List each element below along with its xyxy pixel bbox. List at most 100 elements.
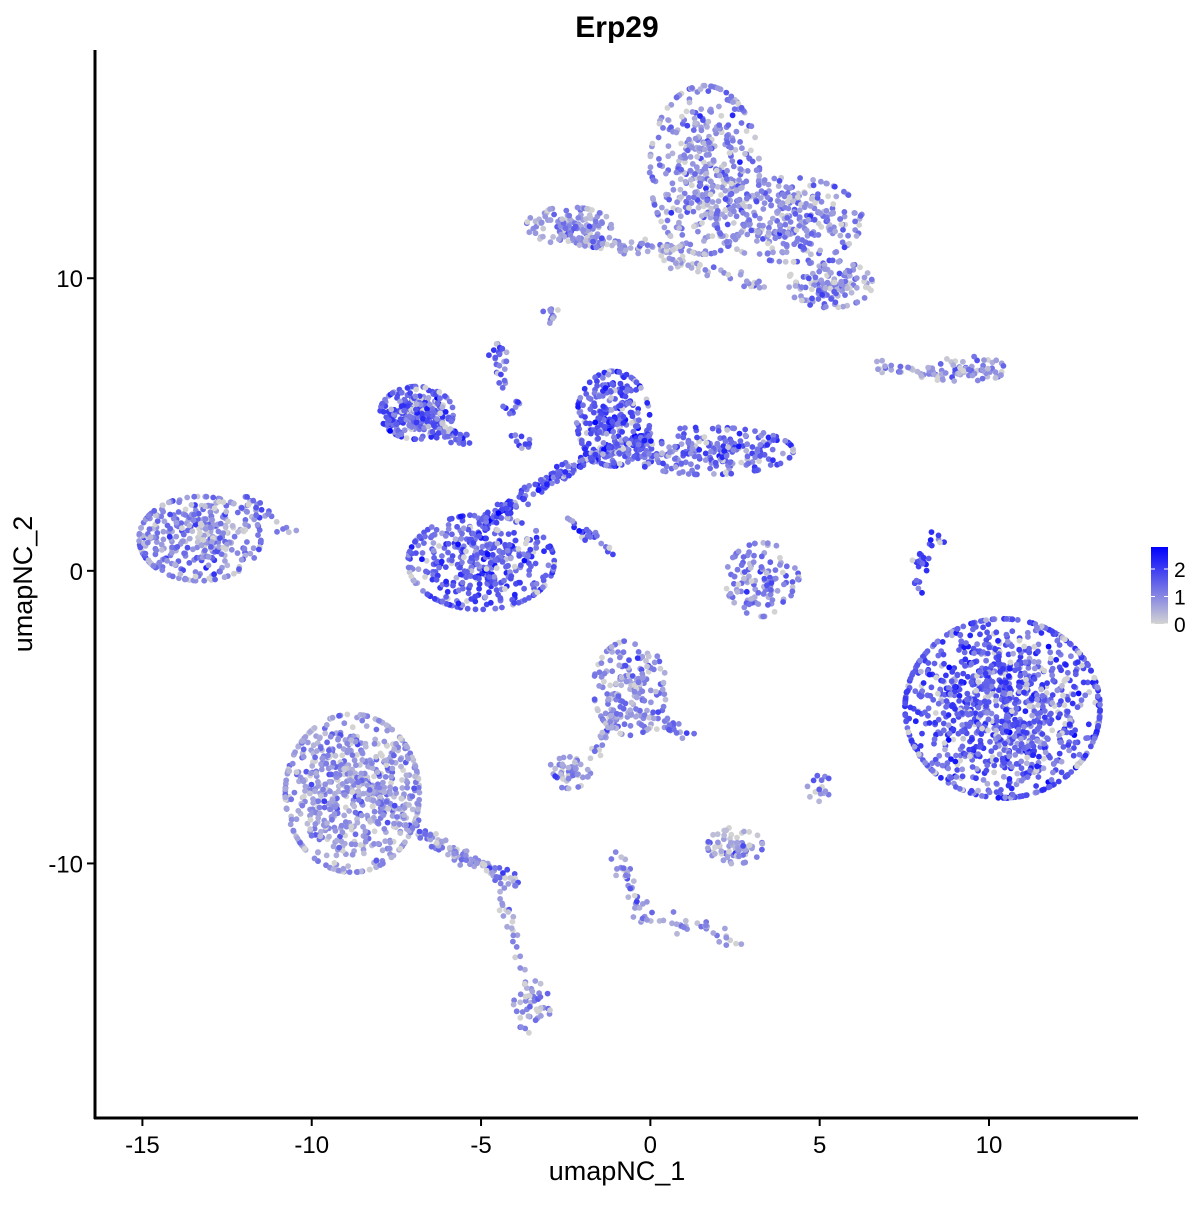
cell-point	[904, 688, 911, 694]
cell-point	[583, 420, 589, 427]
cell-point	[493, 587, 500, 593]
cell-point	[404, 403, 411, 409]
cell-point	[418, 436, 425, 442]
cell-point	[594, 378, 600, 385]
cell-point	[584, 205, 590, 212]
cell-point	[911, 743, 918, 750]
cell-point	[590, 238, 596, 245]
cell-point	[620, 649, 627, 656]
cell-point	[614, 441, 621, 447]
cell-point	[728, 180, 735, 187]
cell-point	[814, 772, 821, 779]
cell-point	[1003, 714, 1010, 721]
cell-point	[137, 544, 144, 551]
cell-point	[783, 184, 790, 190]
cell-point	[700, 117, 706, 124]
cell-point	[790, 446, 796, 453]
cell-point	[446, 516, 453, 523]
cell-point	[977, 744, 983, 750]
cell-point	[398, 763, 404, 770]
cell-point	[696, 145, 703, 152]
cell-point	[584, 766, 591, 773]
cell-point	[1057, 711, 1063, 717]
cell-point	[935, 690, 941, 697]
cell-point	[693, 164, 700, 171]
cell-point	[443, 594, 449, 600]
cell-point	[616, 369, 623, 375]
cell-point	[969, 764, 976, 770]
cell-point	[602, 710, 609, 717]
cell-point	[1009, 616, 1016, 623]
cell-point	[692, 171, 698, 177]
cell-point	[666, 449, 673, 456]
cell-point	[384, 819, 391, 826]
cell-point	[673, 129, 680, 136]
cell-point	[609, 242, 615, 249]
cell-point	[702, 457, 709, 463]
cell-point	[994, 717, 1000, 724]
cell-point	[765, 434, 772, 441]
cell-point	[950, 362, 957, 369]
cell-point	[515, 599, 522, 606]
cell-point	[1006, 776, 1013, 782]
cell-point	[357, 842, 364, 848]
cell-point	[743, 278, 750, 285]
cell-point	[992, 646, 999, 652]
cell-point	[853, 233, 860, 239]
cell-point	[1017, 684, 1023, 690]
cell-point	[593, 233, 600, 240]
cell-point	[484, 509, 491, 516]
cell-point	[620, 420, 627, 426]
cell-point	[730, 137, 736, 144]
cell-point	[621, 721, 628, 728]
cell-point	[634, 410, 641, 416]
cell-point	[631, 688, 638, 695]
cell-point	[170, 515, 177, 522]
cell-point	[329, 816, 335, 823]
cell-point	[455, 541, 461, 548]
cell-point	[962, 663, 968, 669]
cell-point	[844, 285, 851, 292]
cell-point	[760, 236, 766, 242]
cell-point	[646, 425, 652, 432]
cell-point	[824, 217, 831, 224]
cell-point	[1049, 727, 1056, 734]
cell-point	[931, 736, 938, 743]
cell-point	[1072, 671, 1079, 678]
cell-point	[679, 469, 686, 475]
cell-point	[515, 546, 522, 552]
cell-point	[767, 220, 774, 226]
cell-point	[379, 752, 385, 759]
cell-point	[1018, 735, 1024, 742]
cell-point	[702, 267, 709, 273]
cell-point	[830, 201, 837, 207]
cell-point	[1048, 710, 1054, 717]
cell-point	[192, 569, 199, 575]
cell-point	[755, 601, 762, 607]
cell-point	[977, 631, 983, 638]
cell-point	[857, 264, 863, 271]
cell-point	[184, 494, 191, 501]
cell-point	[922, 759, 928, 766]
cell-point	[1063, 662, 1069, 668]
cell-point	[1070, 691, 1077, 698]
cell-point	[231, 533, 238, 540]
cell-point	[782, 437, 789, 444]
cell-point	[499, 345, 506, 352]
cell-point	[658, 218, 664, 225]
cell-point	[806, 260, 813, 267]
cell-point	[344, 784, 350, 791]
cell-point	[411, 785, 417, 792]
cell-point	[504, 515, 511, 521]
cell-point	[701, 238, 707, 244]
cell-point	[173, 533, 180, 540]
cell-point	[609, 418, 616, 425]
cell-point	[686, 99, 693, 106]
cell-point	[943, 698, 950, 704]
cell-point	[910, 670, 916, 676]
cell-point	[202, 547, 208, 554]
cell-point	[1039, 787, 1046, 793]
cell-point	[654, 653, 661, 660]
cell-point	[600, 375, 606, 381]
cell-point	[1061, 702, 1068, 708]
